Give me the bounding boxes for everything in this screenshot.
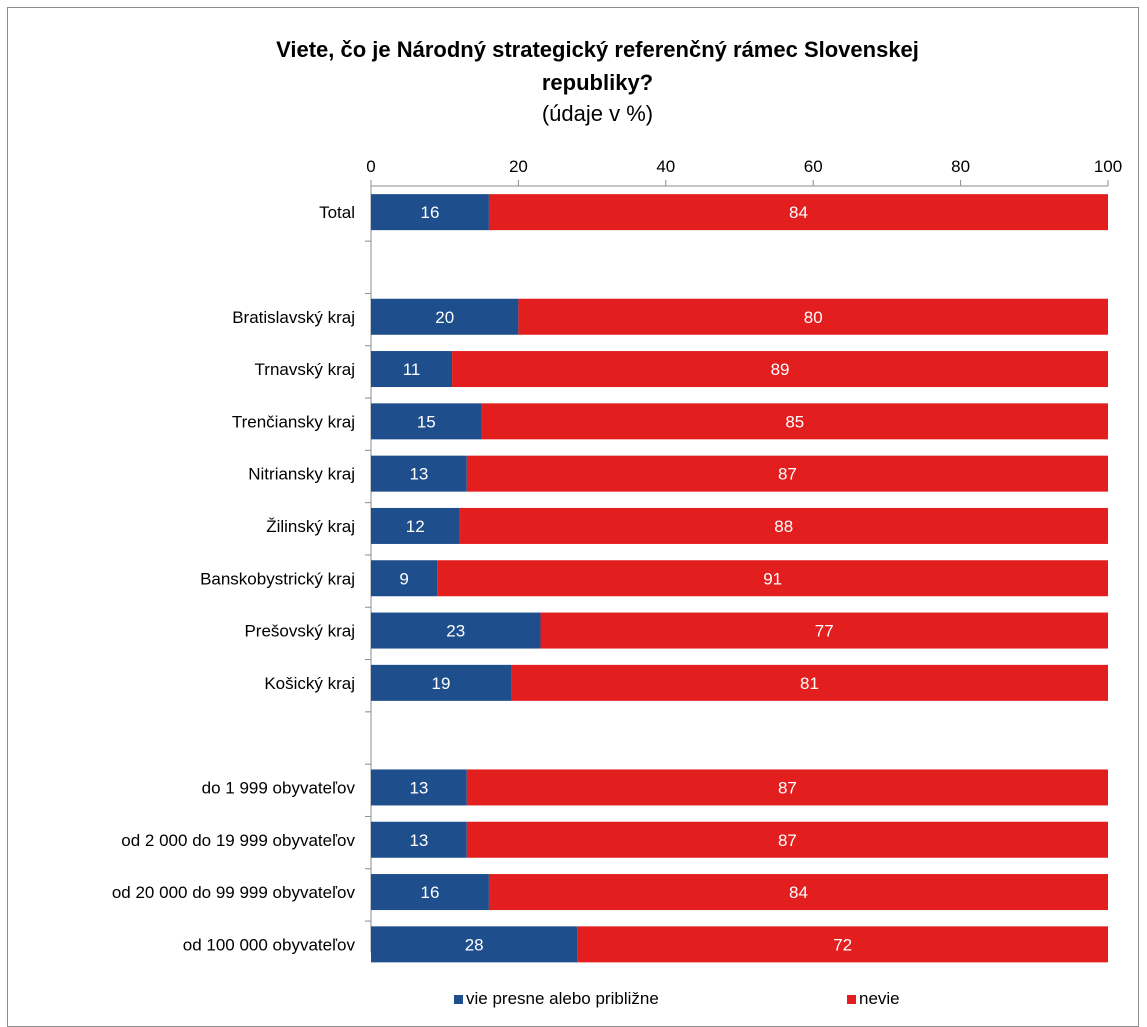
data-label-vie: 16 (420, 203, 439, 222)
bar-nevie (488, 194, 1108, 231)
data-label-vie: 23 (446, 622, 465, 641)
bar-vie (371, 455, 467, 492)
data-label-nevie: 91 (763, 569, 782, 588)
bar-nevie (459, 507, 1108, 544)
legend-label-vie: vie presne alebo približne (466, 989, 659, 1008)
data-label-vie: 20 (435, 308, 454, 327)
x-tick-label: 60 (804, 157, 823, 176)
data-label-nevie: 84 (789, 883, 808, 902)
bar-vie (371, 194, 489, 231)
x-tick-label: 80 (951, 157, 970, 176)
data-label-nevie: 87 (778, 831, 797, 850)
category-label: Trnavský kraj (255, 360, 355, 379)
data-label-vie: 11 (403, 360, 421, 379)
category-label: od 20 000 do 99 999 obyvateľov (112, 883, 356, 902)
bar-nevie (466, 455, 1108, 492)
category-label: Bratislavský kraj (232, 308, 355, 327)
legend-label-nevie: nevie (859, 989, 900, 1008)
bar-nevie (511, 664, 1108, 701)
x-tick-label: 40 (656, 157, 675, 176)
category-label: od 2 000 do 19 999 obyvateľov (121, 831, 355, 850)
data-label-nevie: 87 (778, 778, 797, 797)
category-label: Trenčiansky kraj (232, 412, 355, 431)
data-label-vie: 28 (465, 935, 484, 954)
category-label: Žilinský kraj (266, 517, 355, 536)
x-tick-label: 20 (509, 157, 528, 176)
bar-nevie (452, 351, 1108, 388)
data-label-nevie: 77 (815, 622, 834, 641)
bar-nevie (437, 560, 1109, 597)
bar-vie (371, 560, 438, 597)
legend-item-vie: vie presne alebo približne (454, 989, 659, 1009)
category-label: Nitriansky kraj (248, 465, 355, 484)
legend-swatch-nevie (847, 994, 856, 1004)
bar-vie (371, 507, 460, 544)
bar-vie (371, 769, 467, 806)
category-label: od 100 000 obyvateľov (183, 935, 356, 954)
data-label-vie: 13 (409, 831, 428, 850)
bar-vie (371, 351, 453, 388)
bar-vie (371, 926, 578, 963)
data-label-vie: 13 (409, 778, 428, 797)
bar-vie (371, 874, 489, 911)
bar-nevie (466, 769, 1108, 806)
chart-subtitle: (údaje v %) (541, 101, 654, 126)
data-label-nevie: 89 (771, 360, 790, 379)
data-label-vie: 19 (432, 674, 451, 693)
legend-item-nevie: nevie (847, 989, 900, 1009)
bar-nevie (466, 821, 1108, 858)
bar-vie (371, 612, 541, 649)
x-tick-label: 0 (366, 157, 375, 176)
data-label-nevie: 72 (833, 935, 852, 954)
data-label-nevie: 87 (778, 465, 797, 484)
category-label: Prešovský kraj (244, 622, 355, 641)
data-label-nevie: 84 (789, 203, 808, 222)
bar-nevie (540, 612, 1108, 649)
bar-vie (371, 664, 512, 701)
category-label: do 1 999 obyvateľov (202, 778, 356, 797)
chart-title-line2: republiky? (541, 70, 654, 95)
x-tick-label: 100 (1094, 157, 1122, 176)
chart-title-line1: Viete, čo je Národný strategický referen… (276, 37, 919, 62)
category-label: Total (319, 203, 355, 222)
bar-nevie (481, 403, 1108, 440)
category-label: Banskobystrický kraj (200, 569, 355, 588)
data-label-nevie: 88 (774, 517, 793, 536)
bar-nevie (488, 874, 1108, 911)
bar-nevie (518, 298, 1108, 335)
data-label-nevie: 81 (800, 674, 819, 693)
bar-nevie (577, 926, 1108, 963)
data-label-vie: 13 (409, 465, 428, 484)
data-label-vie: 16 (420, 883, 439, 902)
bar-vie (371, 298, 519, 335)
legend-swatch-vie (454, 994, 463, 1004)
data-label-vie: 15 (417, 412, 436, 431)
data-label-nevie: 85 (785, 412, 804, 431)
data-label-vie: 9 (399, 569, 408, 588)
category-label: Košický kraj (264, 674, 355, 693)
data-label-nevie: 80 (804, 308, 823, 327)
bar-vie (371, 821, 467, 858)
data-label-vie: 12 (406, 517, 425, 536)
bar-vie (371, 403, 482, 440)
